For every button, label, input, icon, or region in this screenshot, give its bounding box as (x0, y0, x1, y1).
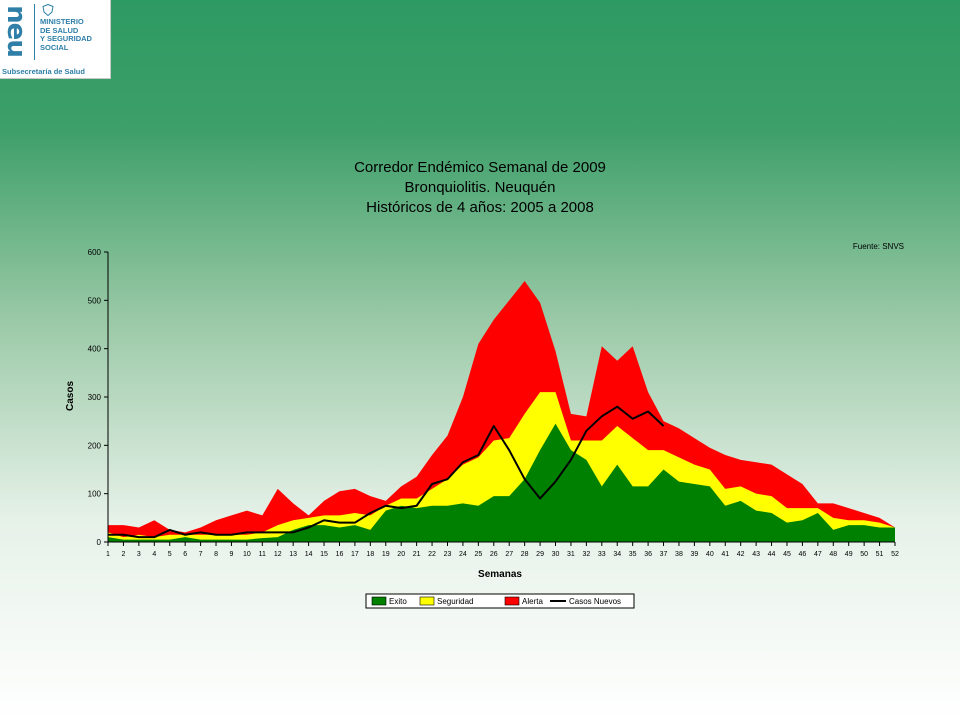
x-tick-label: 39 (690, 551, 698, 558)
x-tick-label: 27 (505, 551, 513, 558)
x-tick-label: 12 (274, 551, 282, 558)
x-tick-label: 3 (137, 551, 141, 558)
x-tick-label: 19 (382, 551, 390, 558)
logo-ministry-text: MINISTERIO DE SALUD Y SEGURIDAD SOCIAL (40, 17, 92, 52)
x-tick-label: 7 (199, 551, 203, 558)
chart-source: Fuente: SNVS (853, 242, 904, 251)
x-tick-label: 40 (706, 551, 714, 558)
x-tick-label: 28 (521, 551, 529, 558)
chart-title-line: Históricos de 4 años: 2005 a 2008 (366, 199, 594, 216)
legend-label: Casos Nuevos (569, 597, 621, 606)
x-tick-label: 33 (598, 551, 606, 558)
x-tick-label: 25 (474, 551, 482, 558)
y-tick-label: 300 (88, 393, 102, 402)
shield-icon (42, 4, 54, 16)
x-tick-label: 42 (737, 551, 745, 558)
x-tick-label: 13 (289, 551, 297, 558)
x-tick-label: 18 (366, 551, 374, 558)
x-tick-label: 49 (845, 551, 853, 558)
x-tick-label: 34 (613, 551, 621, 558)
x-tick-label: 15 (320, 551, 328, 558)
chart-title: Corredor Endémico Semanal de 2009 Bronqui… (354, 159, 606, 216)
ministry-logo: neu MINISTERIO DE SALUD Y SEGURIDAD SOCI… (0, 0, 111, 79)
x-tick-label: 52 (891, 551, 899, 558)
x-tick-label: 23 (444, 551, 452, 558)
y-tick-label: 0 (97, 538, 102, 547)
x-tick-label: 16 (336, 551, 344, 558)
x-tick-label: 14 (305, 551, 313, 558)
x-tick-label: 24 (459, 551, 467, 558)
x-tick-label: 37 (660, 551, 668, 558)
y-tick-label: 500 (88, 296, 102, 305)
y-tick-label: 600 (88, 248, 102, 257)
x-tick-label: 51 (876, 551, 884, 558)
x-tick-label: 35 (629, 551, 637, 558)
chart-title-line: Corredor Endémico Semanal de 2009 (354, 159, 606, 176)
logo-subtitle: Subsecretaría de Salud (2, 67, 85, 76)
y-tick-label: 200 (88, 441, 102, 450)
x-tick-label: 5 (168, 551, 172, 558)
x-tick-label: 1 (106, 551, 110, 558)
legend-label: Exito (389, 597, 407, 606)
x-tick-label: 41 (721, 551, 729, 558)
y-axis-label: Casos (65, 381, 76, 411)
legend-swatch-seguridad (419, 596, 435, 606)
chart-title-line: Bronquiolitis. Neuquén (405, 179, 556, 196)
x-tick-label: 38 (675, 551, 683, 558)
x-tick-label: 50 (860, 551, 868, 558)
x-tick-label: 17 (351, 551, 359, 558)
x-tick-label: 10 (243, 551, 251, 558)
x-tick-label: 43 (752, 551, 760, 558)
x-tick-label: 22 (428, 551, 436, 558)
x-tick-label: 6 (183, 551, 187, 558)
area-exito (108, 423, 895, 542)
legend-swatch-alerta (504, 596, 520, 606)
x-tick-label: 30 (552, 551, 560, 558)
x-tick-label: 36 (644, 551, 652, 558)
x-tick-label: 11 (259, 551, 266, 558)
x-tick-label: 48 (829, 551, 837, 558)
x-tick-label: 21 (413, 551, 421, 558)
y-tick-label: 400 (88, 345, 102, 354)
x-tick-label: 47 (814, 551, 822, 558)
x-tick-label: 45 (783, 551, 791, 558)
legend-swatch-exito (371, 596, 387, 606)
x-tick-label: 31 (567, 551, 575, 558)
plot-area (108, 281, 895, 542)
legend-label: Alerta (522, 597, 543, 606)
x-tick-label: 46 (799, 551, 807, 558)
x-tick-label: 32 (582, 551, 590, 558)
logo-divider (34, 4, 35, 60)
x-tick-label: 2 (121, 551, 125, 558)
x-tick-label: 8 (214, 551, 218, 558)
legend-label: Seguridad (437, 597, 473, 606)
x-tick-label: 20 (397, 551, 405, 558)
x-tick-label: 26 (490, 551, 498, 558)
line-casos-nuevos (108, 405, 665, 539)
y-tick-label: 100 (88, 490, 102, 499)
x-tick-label: 44 (768, 551, 776, 558)
x-tick-label: 9 (229, 551, 233, 558)
x-tick-label: 29 (536, 551, 544, 558)
x-tick-label: 4 (152, 551, 156, 558)
legend: Exito Seguridad Alerta Casos Nuevos (365, 593, 635, 609)
x-axis-label: Semanas (478, 569, 522, 580)
